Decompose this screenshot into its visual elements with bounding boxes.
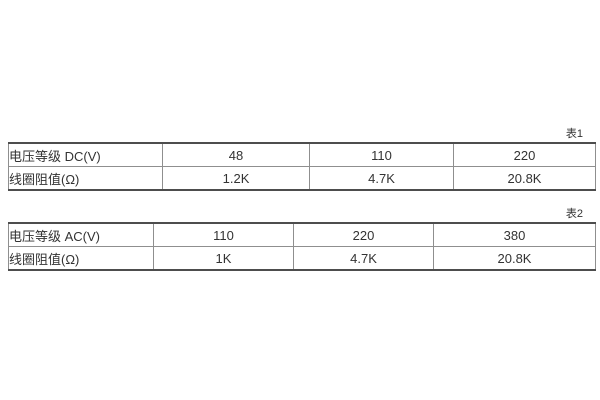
ac-voltage-table-section: 表2 电压等级 AC(V) 110 220 380 线圈阻值(Ω) 1K 4.7… [8, 207, 596, 271]
ac-coil-resistance-table: 电压等级 AC(V) 110 220 380 线圈阻值(Ω) 1K 4.7K 2… [8, 222, 596, 271]
value-cell: 220 [293, 222, 434, 247]
value-cell: 220 [453, 142, 596, 167]
value-cell: 110 [309, 142, 454, 167]
table-row-voltage-ac: 电压等级 AC(V) 110 220 380 [8, 222, 596, 247]
table-row-coil-resistance-ac: 线圈阻值(Ω) 1K 4.7K 20.8K [8, 246, 596, 271]
value-cell: 20.8K [453, 166, 596, 191]
value-cell: 1K [153, 246, 294, 271]
row-header-cell: 电压等级 DC(V) [8, 142, 163, 167]
table-row-coil-resistance-dc: 线圈阻值(Ω) 1.2K 4.7K 20.8K [8, 166, 596, 191]
value-cell: 380 [433, 222, 596, 247]
row-header-cell: 线圈阻值(Ω) [8, 166, 163, 191]
table1-caption: 表1 [565, 128, 583, 140]
table-row-voltage-dc: 电压等级 DC(V) 48 110 220 [8, 142, 596, 167]
dc-voltage-table-section: 表1 电压等级 DC(V) 48 110 220 线圈阻值(Ω) 1.2K 4.… [8, 127, 596, 191]
value-cell: 20.8K [433, 246, 596, 271]
row-header-cell: 电压等级 AC(V) [8, 222, 154, 247]
dc-coil-resistance-table: 电压等级 DC(V) 48 110 220 线圈阻值(Ω) 1.2K 4.7K … [8, 142, 596, 191]
value-cell: 1.2K [162, 166, 310, 191]
value-cell: 4.7K [293, 246, 434, 271]
value-cell: 110 [153, 222, 294, 247]
value-cell: 48 [162, 142, 310, 167]
value-cell: 4.7K [309, 166, 454, 191]
table2-caption: 表2 [565, 208, 583, 220]
row-header-cell: 线圈阻值(Ω) [8, 246, 154, 271]
